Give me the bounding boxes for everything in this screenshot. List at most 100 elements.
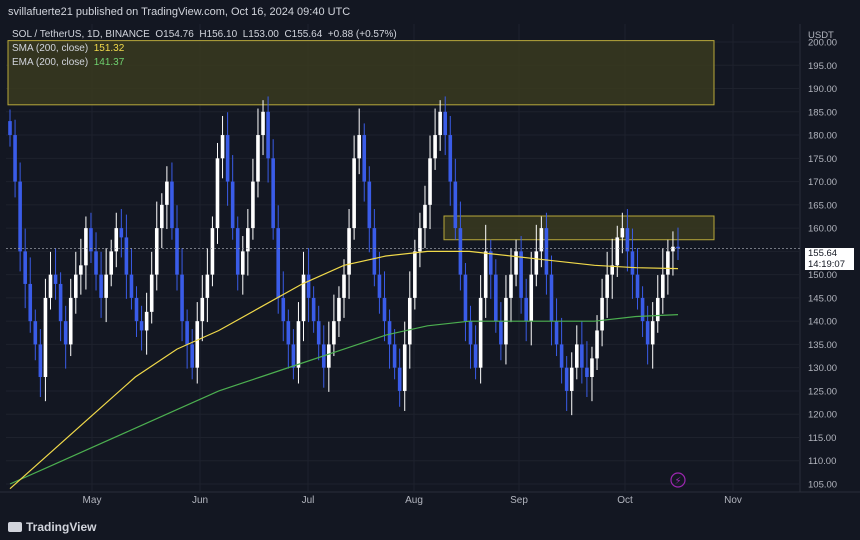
candle-body <box>114 228 119 252</box>
x-tick-label: May <box>83 495 102 506</box>
sma-200-line <box>9 250 679 490</box>
legend-ema-row[interactable]: EMA (200, close) 141.37 <box>12 56 397 70</box>
candle-body <box>630 251 635 275</box>
candle-body <box>28 283 33 322</box>
candle-body <box>43 297 48 377</box>
candle-body <box>539 228 544 252</box>
candle-body <box>448 135 453 182</box>
candle-body <box>605 274 609 298</box>
candle-body <box>595 330 599 359</box>
sma-value: 151.32 <box>93 43 125 54</box>
y-tick-label: 185.00 <box>808 107 837 118</box>
symbol-label: SOL / TetherUS, 1D, BINANCE <box>12 29 150 40</box>
moving-averages <box>9 250 679 490</box>
candle-body <box>362 135 367 182</box>
y-tick-label: 180.00 <box>808 131 837 142</box>
y-tick-label: 140.00 <box>808 317 837 328</box>
y-tick-label: 125.00 <box>808 386 837 397</box>
candle-body <box>68 297 73 345</box>
candle-body <box>296 321 301 368</box>
candle-body <box>337 297 341 322</box>
candle-body <box>261 111 265 136</box>
resistance-zones <box>7 40 715 241</box>
candle-body <box>33 321 38 345</box>
candle-body <box>154 228 159 275</box>
candle-body <box>640 297 645 322</box>
candle-body <box>180 274 184 322</box>
candle-body <box>610 265 615 275</box>
candle-body <box>200 297 205 322</box>
candle-body <box>240 251 245 275</box>
top-bar: svillafuerte21 published on TradingView.… <box>0 0 860 24</box>
candle-body <box>357 135 361 159</box>
candle-body <box>372 228 377 275</box>
candle-body <box>256 135 260 182</box>
candle-body <box>251 181 255 229</box>
candle-body <box>220 135 225 159</box>
candle-body <box>529 274 534 322</box>
candle-body <box>124 237 129 275</box>
low-value: 153.00 <box>248 29 279 40</box>
x-tick-label: Jul <box>302 495 315 506</box>
candle-body <box>488 251 493 275</box>
time-axis: May Jun Jul Aug Sep Oct Nov <box>83 495 742 506</box>
candle-body <box>235 228 240 275</box>
x-tick-label: Jun <box>192 495 208 506</box>
candle-body <box>94 251 98 275</box>
candle-body <box>281 297 286 322</box>
candle-body <box>230 181 235 229</box>
candle-body <box>585 367 589 377</box>
candle-body <box>139 321 144 331</box>
y-tick-label: 175.00 <box>808 154 837 165</box>
candle-body <box>418 228 422 252</box>
candle-body <box>428 158 432 205</box>
candle-body <box>210 228 215 275</box>
candle-body <box>99 274 103 298</box>
sma-label: SMA (200, close) <box>12 43 89 54</box>
candle-body <box>554 321 559 345</box>
candle-body <box>650 321 655 345</box>
candle-body <box>438 111 442 136</box>
candle-body <box>286 321 291 345</box>
candle-body <box>205 274 210 298</box>
candle-body <box>311 297 316 322</box>
candle-body <box>625 228 630 252</box>
chart-misc: ⚡ <box>6 247 800 488</box>
x-tick-label: Aug <box>405 495 423 506</box>
chart-legend: SOL / TetherUS, 1D, BINANCE O154.76 H156… <box>12 28 397 70</box>
candle-body <box>291 344 296 368</box>
candle-body <box>524 297 528 322</box>
candle-body <box>246 228 250 252</box>
candle-body <box>332 321 336 345</box>
candle-body <box>109 251 114 275</box>
y-tick-label: 170.00 <box>808 177 837 188</box>
candle-body <box>301 274 306 322</box>
candle-body <box>73 274 78 298</box>
candle-body <box>509 274 513 298</box>
candle-body <box>580 344 584 368</box>
candle-body <box>676 246 680 249</box>
candle-body <box>413 251 417 298</box>
candle-body <box>433 135 437 159</box>
legend-sma-row[interactable]: SMA (200, close) 151.32 <box>12 42 397 56</box>
candle-body <box>499 321 503 345</box>
candle-body <box>635 274 640 298</box>
y-tick-label: 165.00 <box>808 200 837 211</box>
y-tick-label: 120.00 <box>808 410 837 421</box>
y-tick-label: 145.00 <box>808 293 837 304</box>
candle-body <box>170 181 174 229</box>
last-price-tag: 155.64 <box>805 248 854 259</box>
candle-body <box>423 204 427 229</box>
candle-body <box>564 367 569 391</box>
candle-body <box>38 344 43 377</box>
candle-body <box>402 344 407 391</box>
lightning-icon <box>670 472 686 488</box>
candle-body <box>534 251 539 275</box>
candle-body <box>185 321 189 345</box>
candle-body <box>342 274 346 298</box>
tradingview-logo[interactable]: TradingView <box>8 520 96 534</box>
candle-body <box>84 228 88 266</box>
candle-body <box>144 311 149 331</box>
candle-body <box>58 283 63 322</box>
